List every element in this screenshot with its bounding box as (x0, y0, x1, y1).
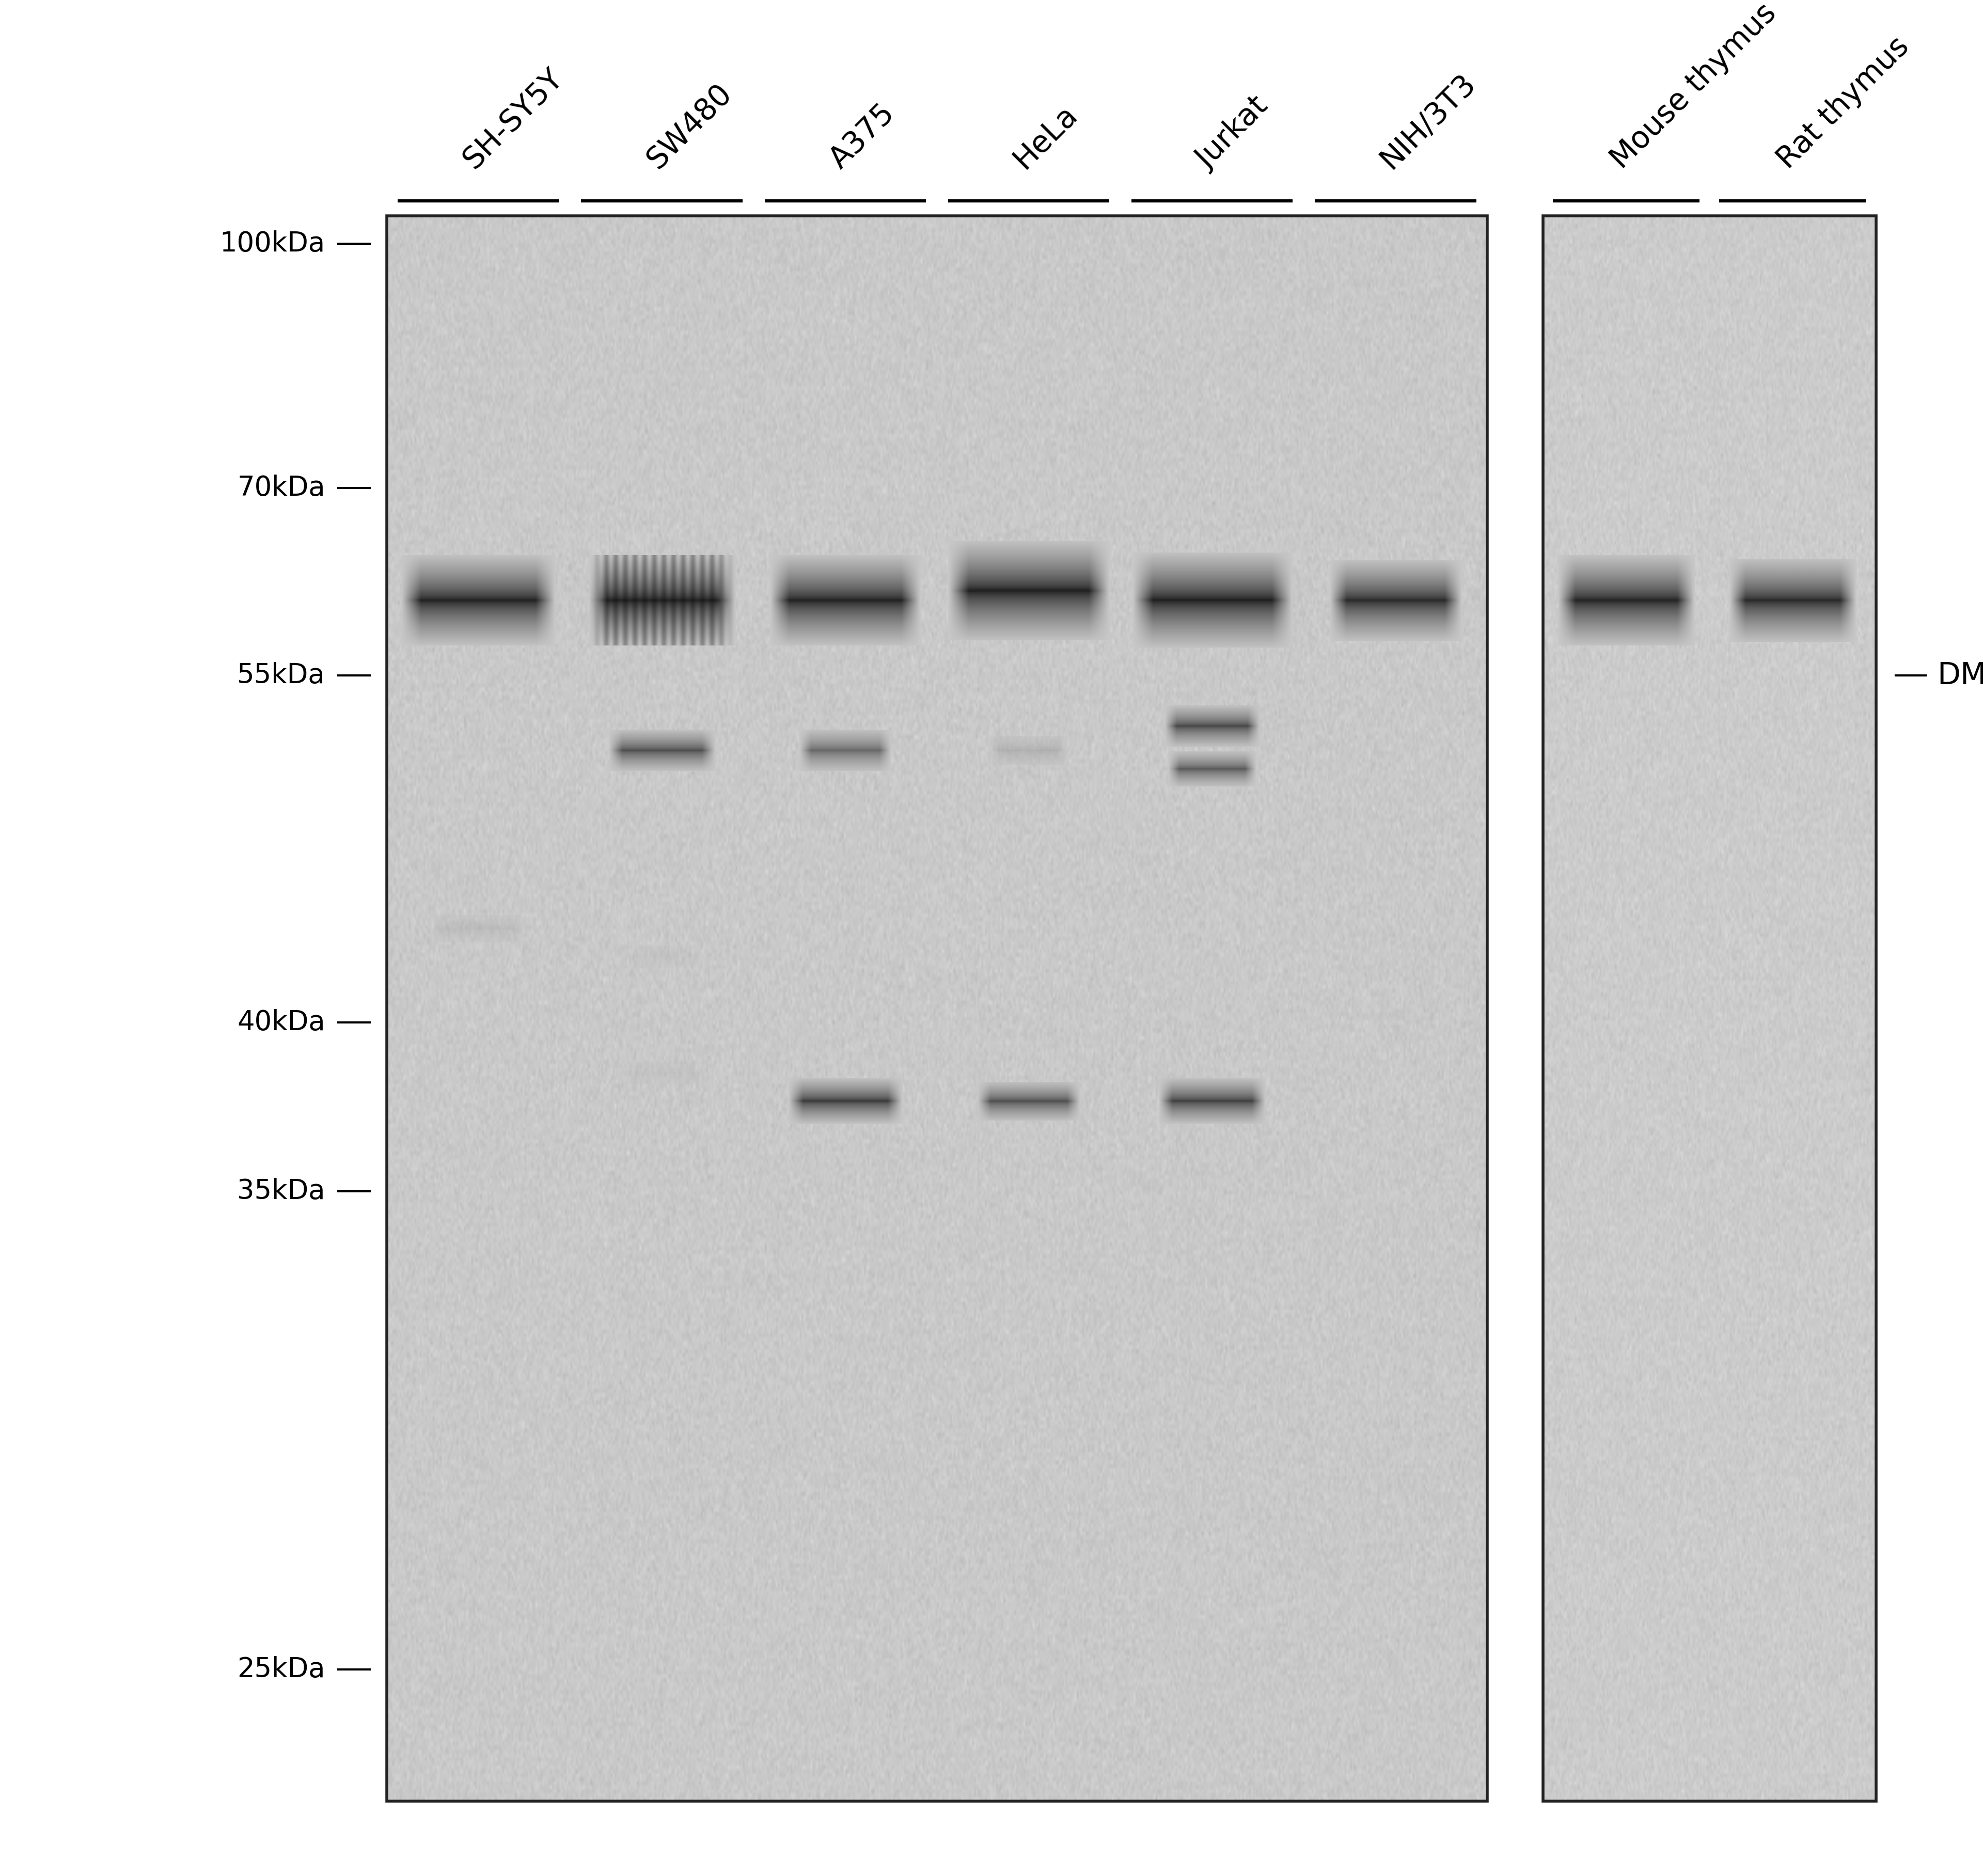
Text: 35kDa: 35kDa (238, 1178, 325, 1204)
Bar (1543, 216, 1876, 1801)
Text: DMAP1: DMAP1 (1937, 660, 1983, 690)
Text: 70kDa: 70kDa (238, 475, 325, 501)
Text: SH-SY5Y: SH-SY5Y (458, 64, 569, 174)
Text: Jurkat: Jurkat (1192, 92, 1273, 174)
Text: Rat thymus: Rat thymus (1773, 32, 1916, 174)
Text: 40kDa: 40kDa (238, 1009, 325, 1036)
Text: HeLa: HeLa (1007, 99, 1083, 174)
Bar (387, 216, 1487, 1801)
Text: A375: A375 (825, 98, 900, 174)
Text: NIH/3T3: NIH/3T3 (1374, 68, 1481, 174)
Text: 100kDa: 100kDa (220, 231, 325, 257)
Text: 25kDa: 25kDa (238, 1657, 325, 1683)
Text: Mouse thymus: Mouse thymus (1606, 0, 1783, 174)
Text: 55kDa: 55kDa (238, 662, 325, 688)
Text: SW480: SW480 (641, 79, 738, 174)
